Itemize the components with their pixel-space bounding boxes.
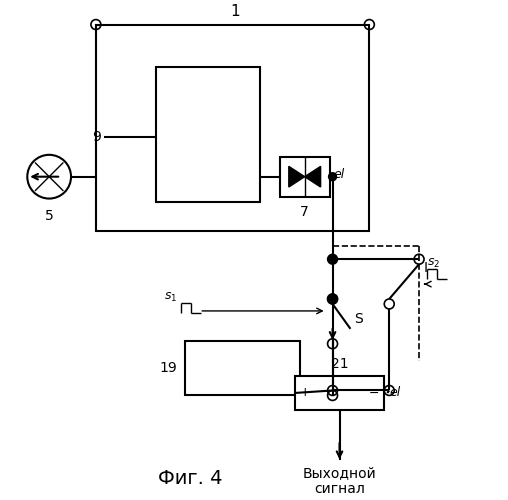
Text: Выходной: Выходной: [303, 466, 376, 480]
Text: I: I: [424, 261, 428, 275]
Bar: [280, 157, 330, 196]
Text: el: el: [389, 386, 400, 400]
Text: S: S: [355, 312, 363, 326]
Text: 9: 9: [92, 130, 101, 144]
Text: Фиг. 4: Фиг. 4: [158, 469, 223, 488]
Bar: [155, 68, 260, 202]
Circle shape: [329, 172, 336, 180]
Polygon shape: [305, 166, 321, 187]
Text: 1: 1: [230, 4, 240, 18]
Bar: [185, 341, 300, 396]
Text: 7: 7: [300, 204, 309, 218]
Circle shape: [328, 254, 337, 264]
Text: 21: 21: [331, 356, 348, 370]
Circle shape: [328, 294, 337, 304]
Text: 19: 19: [160, 361, 177, 375]
Bar: [295, 376, 384, 410]
Text: el: el: [334, 168, 345, 181]
Text: $s_2$: $s_2$: [427, 256, 440, 270]
Polygon shape: [289, 166, 305, 187]
Text: +: +: [300, 386, 310, 400]
Text: $s_1$: $s_1$: [164, 290, 177, 304]
Text: −: −: [369, 386, 379, 400]
Text: сигнал: сигнал: [314, 482, 365, 496]
Text: 5: 5: [45, 208, 53, 222]
Bar: [96, 24, 369, 232]
